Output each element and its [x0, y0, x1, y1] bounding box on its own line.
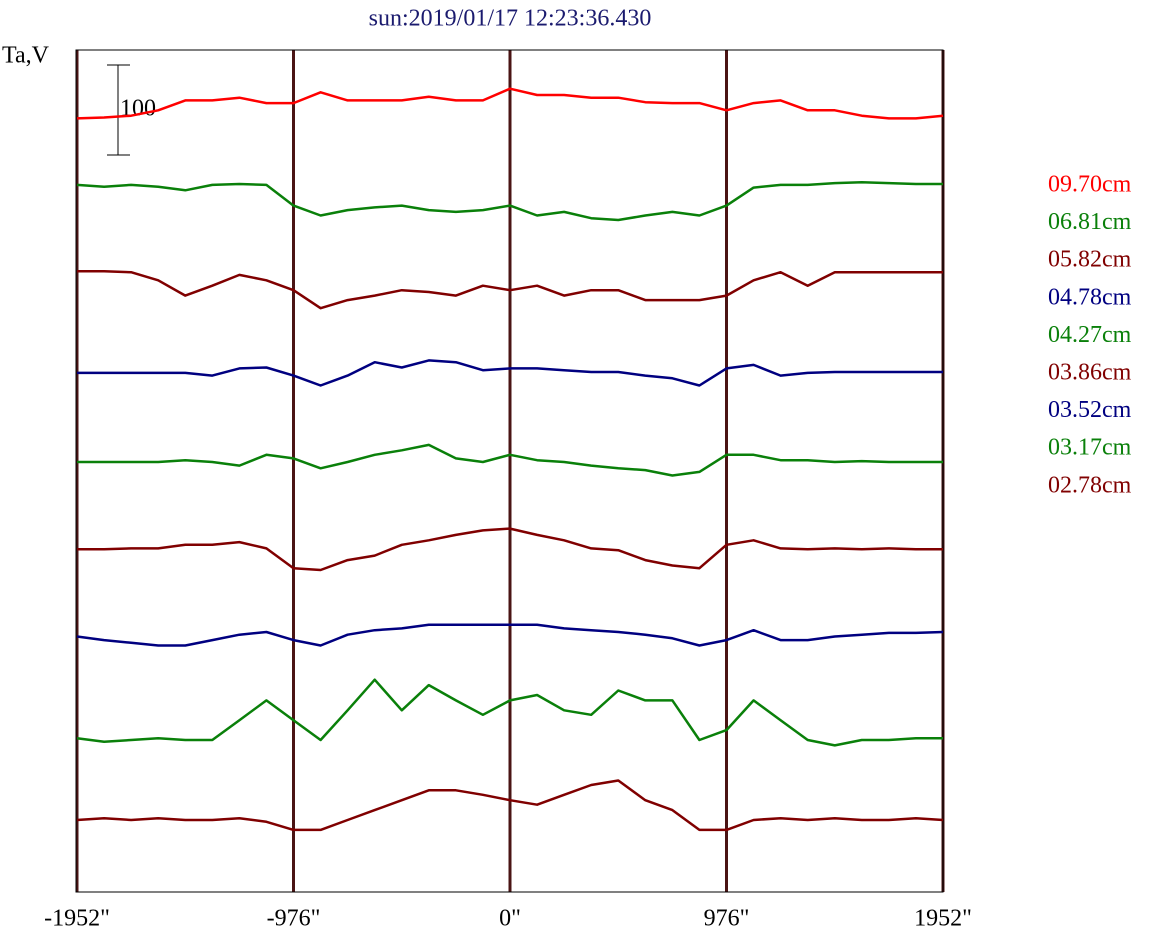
- trace: [77, 527, 943, 572]
- trace: [76, 87, 944, 120]
- legend-entry: 09.70cm: [1048, 172, 1132, 198]
- legend-entry: 05.82cm: [1048, 247, 1132, 273]
- legend-entry: 03.17cm: [1048, 435, 1132, 461]
- scale-bar-label: 100: [120, 96, 156, 122]
- chart-title: sun:2019/01/17 12:23:36.430: [369, 6, 652, 32]
- trace: [76, 779, 944, 832]
- plot-frame: [75, 49, 944, 893]
- legend-entry: 06.81cm: [1048, 209, 1132, 235]
- x-tick-label: -1952": [44, 906, 110, 932]
- trace: [77, 359, 943, 387]
- x-tick-label: 1952": [914, 906, 972, 932]
- legend-entry: 03.86cm: [1048, 360, 1132, 386]
- y-axis-label: Ta,V: [2, 43, 50, 69]
- legend-entry: 02.78cm: [1048, 472, 1132, 498]
- legend-entry: 04.78cm: [1048, 284, 1132, 310]
- trace: [76, 678, 943, 747]
- x-tick-label: 976": [704, 906, 750, 932]
- legend-entry: 04.27cm: [1048, 322, 1132, 348]
- legend-entry: 03.52cm: [1048, 397, 1132, 423]
- trace: [76, 623, 944, 647]
- trace: [77, 443, 943, 477]
- x-tick-label: -976": [267, 906, 321, 932]
- trace: [76, 180, 943, 222]
- x-tick-label: 0": [499, 906, 521, 932]
- scale-bar: [107, 64, 130, 156]
- trace: [77, 270, 943, 310]
